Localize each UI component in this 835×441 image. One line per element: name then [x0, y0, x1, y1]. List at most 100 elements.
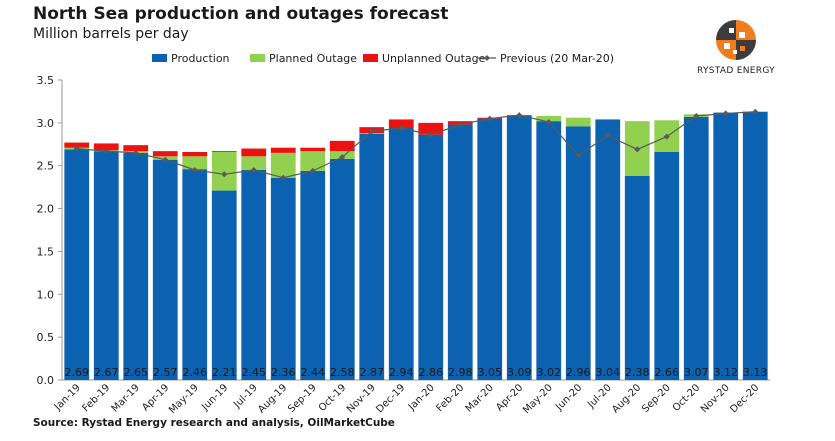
previous-point: [103, 148, 110, 155]
logo-square-shape: [724, 43, 730, 49]
previous-point: [575, 152, 582, 159]
y-tick-label: 2.5: [37, 160, 55, 173]
production-bar: [506, 115, 532, 381]
x-tick-label: Aug-19: [256, 382, 289, 415]
previous-point: [398, 125, 405, 131]
production-bar: [211, 190, 237, 380]
planned-outage-bar: [300, 151, 326, 171]
data-label: 2.69: [65, 366, 90, 379]
data-label: 2.65: [124, 366, 149, 379]
production-bar: [123, 152, 149, 380]
data-label: 3.07: [684, 366, 709, 379]
unplanned-outage-bar: [64, 142, 90, 148]
previous-point: [132, 149, 139, 156]
x-tick-label: May-19: [167, 382, 201, 416]
brand-name: RYSTAD ENERGY: [697, 66, 775, 76]
legend-unplanned-outage-swatch: [363, 54, 378, 62]
previous-point: [516, 112, 523, 119]
logo-quadrant-shape: [736, 40, 756, 60]
production-bar: [477, 118, 503, 381]
production-bar: [742, 111, 768, 380]
chart-title: North Sea production and outages forecas…: [33, 4, 449, 24]
x-tick-label: Sep-20: [640, 382, 673, 415]
production-bar: [624, 176, 650, 380]
previous-series-line: [76, 111, 756, 179]
x-tick-label: Jan-19: [52, 382, 83, 413]
production-bar: [329, 158, 355, 380]
data-label: 2.46: [183, 366, 208, 379]
data-label: 2.86: [419, 366, 444, 379]
legend-previous: Previous (20 Mar-20): [478, 52, 614, 65]
x-tick-label: Dec-20: [728, 382, 761, 415]
previous-point: [309, 167, 316, 174]
data-label: 3.04: [596, 366, 621, 379]
data-label: 2.66: [655, 366, 680, 379]
planned-outage-bar: [182, 156, 208, 170]
legend-previous-marker: [484, 55, 490, 61]
y-tick-label: 3.0: [37, 117, 55, 130]
production-bar: [270, 177, 296, 380]
unplanned-outage-bar: [418, 122, 444, 135]
x-tick-label: Dec-19: [374, 382, 407, 415]
unplanned-outage-bar: [270, 147, 296, 153]
planned-outage-bar: [270, 152, 296, 178]
previous-point: [722, 110, 729, 117]
planned-outage-bar: [536, 116, 562, 122]
data-label: 2.98: [448, 366, 473, 379]
x-tick-label: Aug-20: [610, 382, 643, 415]
chart-subtitle: Million barrels per day: [33, 26, 189, 42]
production-bar: [565, 126, 591, 381]
previous-point: [752, 108, 759, 115]
data-label: 2.45: [242, 366, 267, 379]
unplanned-outage-bar: [300, 147, 326, 152]
previous-point: [427, 131, 434, 138]
production-bar: [64, 149, 90, 380]
y-tick-label: 0.0: [37, 374, 55, 387]
planned-outage-bar: [211, 152, 237, 191]
previous-point: [339, 154, 346, 161]
x-tick-label: Feb-19: [81, 382, 113, 414]
data-label: 2.57: [153, 366, 178, 379]
legend-previous-label: Previous (20 Mar-20): [500, 52, 614, 65]
data-label: 2.44: [301, 366, 326, 379]
production-bar: [447, 124, 473, 380]
x-tick-label: Sep-19: [286, 382, 319, 415]
previous-point: [73, 145, 80, 152]
data-label: 2.94: [389, 366, 414, 379]
x-tick-label: Jun-19: [199, 382, 230, 413]
production-bar: [388, 128, 414, 380]
production-bar: [595, 119, 621, 380]
y-tick-label: 2.0: [37, 203, 55, 216]
rystad-logo-icon: [716, 20, 756, 60]
x-tick-label: Jun-20: [553, 382, 584, 413]
logo-square-shape: [740, 46, 745, 51]
production-bar: [654, 152, 680, 380]
data-label: 3.05: [478, 366, 503, 379]
x-tick-label: Mar-19: [110, 382, 142, 414]
data-label: 3.09: [507, 366, 532, 379]
data-label: 2.67: [94, 366, 119, 379]
legend-production-label: Production: [171, 52, 230, 65]
legend-production-swatch: [152, 54, 167, 62]
data-label: 2.38: [625, 366, 650, 379]
production-bar: [152, 159, 178, 380]
unplanned-outage-bar: [211, 151, 237, 152]
unplanned-outage-bar: [93, 143, 119, 151]
production-bar: [359, 134, 385, 380]
logo-square-shape: [729, 28, 734, 33]
data-label: 3.12: [714, 366, 739, 379]
previous-point: [545, 119, 552, 125]
previous-point: [663, 133, 670, 140]
data-label: 3.02: [537, 366, 562, 379]
unplanned-outage-bar: [388, 119, 414, 128]
previous-point: [191, 167, 198, 173]
previous-line: [73, 108, 759, 181]
previous-point: [457, 121, 464, 128]
unplanned-outage-bar: [329, 140, 355, 152]
legend-unplanned-outage: Unplanned Outage: [363, 52, 486, 65]
planned-outage-bar: [565, 117, 591, 127]
previous-point: [280, 174, 287, 181]
legend-production: Production: [152, 52, 230, 65]
bars: [64, 111, 768, 381]
